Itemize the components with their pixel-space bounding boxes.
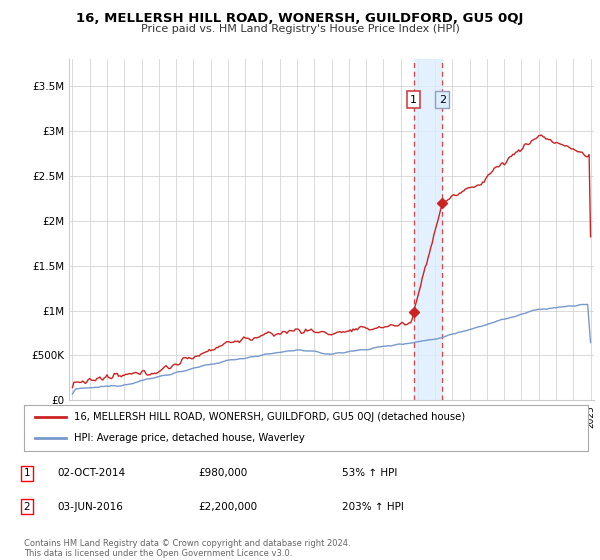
Text: 16, MELLERSH HILL ROAD, WONERSH, GUILDFORD, GU5 0QJ (detached house): 16, MELLERSH HILL ROAD, WONERSH, GUILDFO… (74, 412, 465, 422)
Text: 02-OCT-2014: 02-OCT-2014 (57, 468, 125, 478)
Text: 203% ↑ HPI: 203% ↑ HPI (342, 502, 404, 512)
Text: £980,000: £980,000 (198, 468, 247, 478)
Text: Price paid vs. HM Land Registry's House Price Index (HPI): Price paid vs. HM Land Registry's House … (140, 24, 460, 34)
Text: 1: 1 (410, 95, 417, 105)
Text: £2,200,000: £2,200,000 (198, 502, 257, 512)
Text: HPI: Average price, detached house, Waverley: HPI: Average price, detached house, Wave… (74, 433, 304, 444)
Text: 1: 1 (23, 468, 31, 478)
Text: Contains HM Land Registry data © Crown copyright and database right 2024.
This d: Contains HM Land Registry data © Crown c… (24, 539, 350, 558)
Text: 2: 2 (439, 95, 446, 105)
Text: 2: 2 (23, 502, 31, 512)
Text: 53% ↑ HPI: 53% ↑ HPI (342, 468, 397, 478)
Text: 16, MELLERSH HILL ROAD, WONERSH, GUILDFORD, GU5 0QJ: 16, MELLERSH HILL ROAD, WONERSH, GUILDFO… (76, 12, 524, 25)
Text: 03-JUN-2016: 03-JUN-2016 (57, 502, 123, 512)
Bar (413, 59, 442, 400)
